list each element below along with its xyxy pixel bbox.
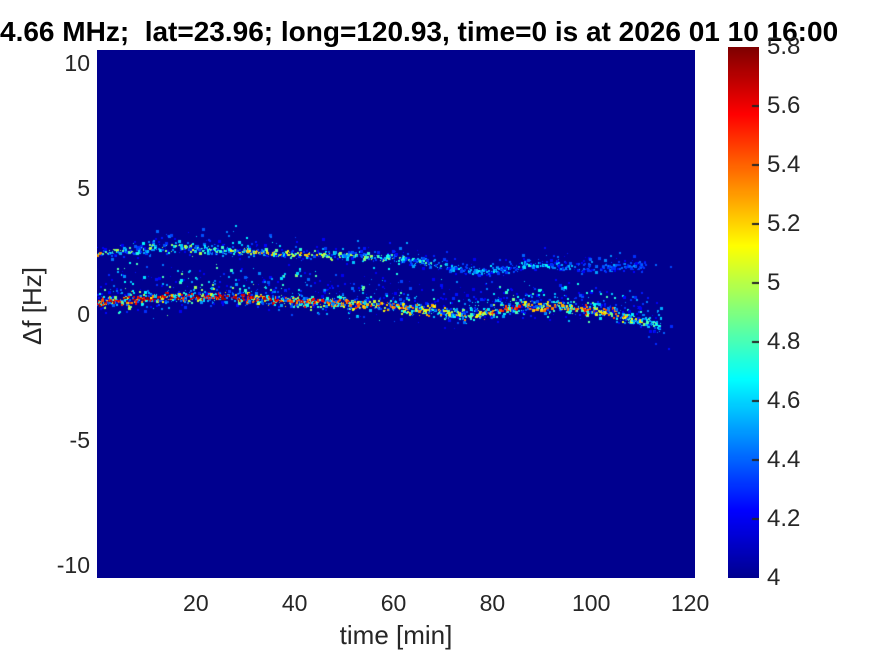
colorbar [728, 47, 759, 578]
y-tick-label: 5 [77, 175, 90, 202]
colorbar-tick-label: 5.2 [767, 210, 801, 237]
colorbar-tick-label: 4.6 [767, 387, 801, 414]
colorbar-tick-label: 5.6 [767, 92, 801, 119]
colorbar-tick-label: 4.8 [767, 328, 801, 355]
colorbar-tick-label: 5.4 [767, 151, 801, 178]
colorbar-tick-label: 4.4 [767, 446, 801, 473]
colorbar-tick-label: 5.8 [767, 33, 801, 60]
y-tick-label: 0 [77, 301, 90, 327]
x-tick-label: 80 [479, 590, 506, 616]
y-tick-label: -10 [56, 552, 90, 579]
y-tick-label: -5 [69, 426, 90, 453]
y-tick-label: 10 [64, 49, 90, 76]
x-tick-label: 40 [281, 590, 308, 616]
plot-title: 4.66 MHz; lat=23.96; long=120.93, time=0… [0, 16, 839, 47]
x-tick-label: 60 [380, 590, 407, 616]
colorbar-tick-label: 5 [767, 269, 781, 296]
spectrogram-heatmap [97, 50, 695, 578]
x-axis-label: time [min] [339, 620, 453, 650]
colorbar-tick-label: 4 [767, 564, 781, 591]
colorbar-tick-label: 4.2 [767, 505, 801, 532]
x-tick-label: 100 [572, 590, 611, 616]
x-tick-label: 120 [670, 590, 710, 616]
x-tick-label: 20 [183, 590, 209, 616]
